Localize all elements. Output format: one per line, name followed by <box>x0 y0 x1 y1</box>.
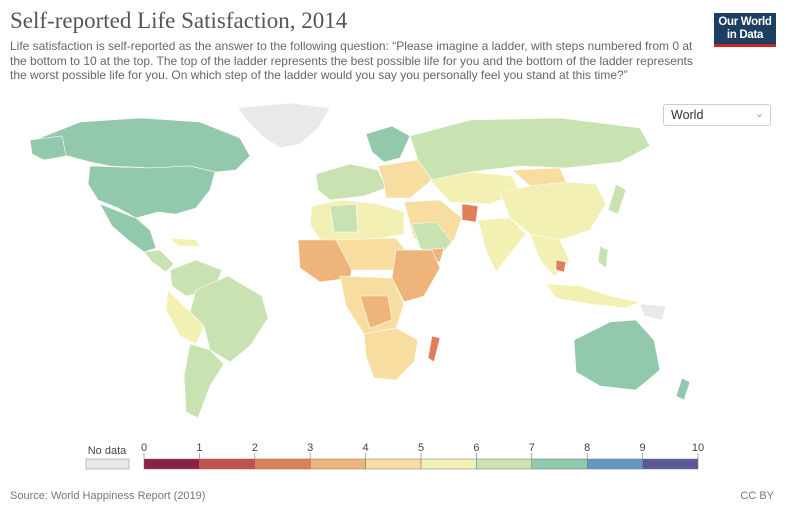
region-greenland[interactable] <box>237 102 331 149</box>
region-cambodia[interactable] <box>555 259 567 273</box>
region-india[interactable] <box>477 217 527 273</box>
region-southern-africa[interactable] <box>363 327 419 381</box>
region-japan[interactable] <box>607 183 627 215</box>
legend-tick-label: 9 <box>640 442 646 454</box>
legend-tick-label: 3 <box>307 442 313 454</box>
region-new-guinea[interactable] <box>639 303 667 321</box>
world-map <box>29 102 691 419</box>
legend-bin[interactable] <box>254 458 311 470</box>
region-madagascar[interactable] <box>427 335 441 363</box>
legend-no-data-label: No data <box>88 445 127 457</box>
legend-tick-label: 8 <box>584 442 590 454</box>
region-philippines[interactable] <box>597 245 609 269</box>
region-afghanistan[interactable] <box>461 203 479 223</box>
legend-tick-label: 1 <box>196 442 202 454</box>
region-usa[interactable] <box>87 165 216 219</box>
region-argentina-chile[interactable] <box>183 343 225 419</box>
legend-bin[interactable] <box>199 458 256 470</box>
region-mexico[interactable] <box>99 203 157 253</box>
legend-tick-label: 6 <box>473 442 479 454</box>
legend-bins <box>143 458 699 470</box>
region-new-zealand[interactable] <box>675 377 691 401</box>
legend-tick-label: 4 <box>363 442 369 454</box>
region-western-europe[interactable] <box>315 163 387 201</box>
region-alaska[interactable] <box>29 135 67 161</box>
region-scandinavia[interactable] <box>365 125 411 163</box>
chart-title: Self-reported Life Satisfaction, 2014 <box>10 8 348 33</box>
legend-tick-label: 10 <box>692 442 704 454</box>
source-note: Source: World Happiness Report (2019) <box>10 490 206 502</box>
logo-line-1: Our World <box>718 16 772 28</box>
region-peru-bolivia[interactable] <box>165 289 205 345</box>
legend-tick-label: 5 <box>418 442 424 454</box>
logo-line-2: in Data <box>726 29 764 41</box>
license-link[interactable]: CC BY <box>740 490 774 502</box>
region-indonesia[interactable] <box>545 283 642 309</box>
owid-logo[interactable]: Our World in Data <box>714 13 776 47</box>
legend-tick-label: 7 <box>529 442 535 454</box>
region-algeria[interactable] <box>329 203 359 233</box>
legend-tick-label: 2 <box>252 442 258 454</box>
legend-bin[interactable] <box>420 458 477 470</box>
region-drc[interactable] <box>359 295 393 329</box>
legend-ticks: 0 1 2 3 4 5 6 7 8 9 10 <box>141 442 704 459</box>
legend-bin[interactable] <box>143 458 200 470</box>
legend-bin[interactable] <box>365 458 422 470</box>
region-caribbean[interactable] <box>169 237 201 247</box>
region-china[interactable] <box>499 181 607 241</box>
region-select-value: World <box>671 108 704 122</box>
region-select[interactable]: World ⌄ <box>663 104 771 126</box>
region-australia[interactable] <box>573 319 661 391</box>
region-canada[interactable] <box>39 117 251 173</box>
legend-bin[interactable] <box>309 458 366 470</box>
chart-subtitle: Life satisfaction is self-reported as th… <box>10 39 693 82</box>
legend-no-data-swatch <box>85 458 130 470</box>
chevron-down-icon: ⌄ <box>754 108 764 120</box>
legend-bin[interactable] <box>531 458 588 470</box>
legend-bin[interactable] <box>476 458 533 470</box>
legend-bin[interactable] <box>586 458 643 470</box>
legend-tick-label: 0 <box>141 442 147 454</box>
legend-bin[interactable] <box>642 458 699 470</box>
region-russia[interactable] <box>409 117 651 181</box>
color-legend: No data 0 1 2 3 4 5 6 7 8 9 10 <box>85 442 704 470</box>
region-central-america[interactable] <box>143 249 175 273</box>
